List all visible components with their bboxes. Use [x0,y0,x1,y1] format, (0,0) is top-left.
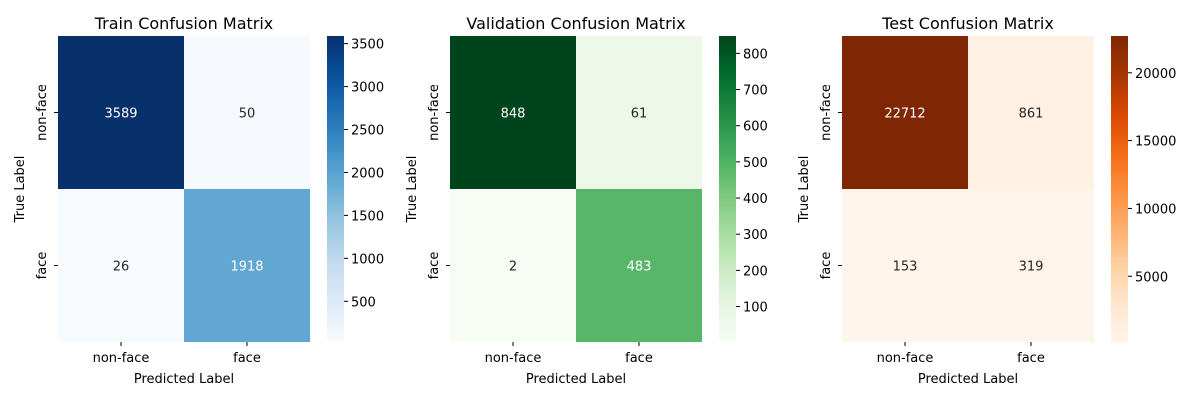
train-colorbar-tick-label: 3000 [351,81,384,96]
train-x-axis-label: Predicted Label [134,372,234,387]
validation-x-tick-label: non-face [485,351,542,366]
train-x-tick-label: non-face [93,351,150,366]
test-colorbar-tick-label: 5000 [1135,270,1168,285]
test-cell-r1-c0 [842,189,968,342]
train-y-tick-label: face [35,252,50,280]
train-colorbar-tick-label: 1000 [351,252,384,267]
validation-cell-r0-c1 [576,36,702,189]
validation-cell-r1-c1 [576,189,702,342]
train-colorbar-tick-label: 1500 [351,209,384,224]
test-y-tick-label: face [819,252,834,280]
validation-cell-label-r1-c0: 2 [509,260,517,275]
validation-chart-title: Validation Confusion Matrix [466,14,685,33]
train-colorbar-tick-label: 2500 [351,124,384,139]
validation-cell-label-r0-c0: 848 [501,107,526,122]
validation-y-tick-label: non-face [427,84,442,141]
train-cell-r1-c1 [184,189,310,342]
train-heatmap-panel: Train Confusion Matrix 3589 50 26 1918 non-fa… [13,14,384,387]
test-cell-r0-c0 [842,36,968,189]
validation-cell-label-r1-c1: 483 [627,260,652,275]
train-x-tick-label: face [233,351,261,366]
train-cell-label-r0-c1: 50 [239,107,256,122]
validation-colorbar-tick-label: 800 [743,47,768,62]
train-colorbar-tick-label: 3500 [351,38,384,53]
train-cell-r0-c1 [184,36,310,189]
validation-colorbar-tick-label: 100 [743,301,768,316]
validation-x-tick-label: face [625,351,653,366]
train-cell-r0-c0 [58,36,184,189]
train-colorbar-tick-label: 2000 [351,166,384,181]
train-cell-r1-c0 [58,189,184,342]
validation-cell-r1-c0 [450,189,576,342]
test-cell-r0-c1 [968,36,1094,189]
test-colorbar-tick-label: 20000 [1135,67,1176,82]
validation-colorbar-tick-label: 400 [743,192,768,207]
validation-cell-label-r0-c1: 61 [631,107,648,122]
train-cell-label-r1-c0: 26 [113,260,130,275]
test-y-tick-label: non-face [819,84,834,141]
train-y-tick-label: non-face [35,84,50,141]
train-colorbar-tick-label: 500 [351,295,376,310]
train-cell-label-r0-c0: 3589 [104,107,137,122]
train-cell-label-r1-c1: 1918 [230,260,263,275]
validation-colorbar-tick-label: 200 [743,264,768,279]
train-y-axis-label: True Label [13,156,28,224]
validation-y-tick-label: face [427,252,442,280]
test-cell-label-r1-c0: 153 [893,260,918,275]
test-x-tick-label: non-face [877,351,934,366]
validation-colorbar [719,36,736,342]
train-colorbar [327,36,344,342]
test-x-tick-label: face [1017,351,1045,366]
test-colorbar-tick-label: 15000 [1135,135,1176,150]
validation-colorbar-tick-label: 600 [743,120,768,135]
train-chart-title: Train Confusion Matrix [94,14,274,33]
validation-x-axis-label: Predicted Label [526,372,626,387]
validation-y-axis-label: True Label [405,156,420,224]
validation-colorbar-tick-label: 700 [743,84,768,99]
test-cell-r1-c1 [968,189,1094,342]
test-colorbar-tick-label: 10000 [1135,202,1176,217]
test-cell-label-r0-c0: 22712 [884,107,925,122]
validation-colorbar-tick-label: 300 [743,228,768,243]
validation-colorbar-tick-label: 500 [743,156,768,171]
test-chart-title: Test Confusion Matrix [881,14,1054,33]
test-x-axis-label: Predicted Label [918,372,1018,387]
validation-heatmap-panel: Validation Confusion Matrix 848 61 2 483 non-… [405,14,768,387]
test-colorbar [1111,36,1128,342]
test-heatmap-panel: Test Confusion Matrix 22712 861 153 319 non-f… [797,14,1176,387]
validation-cell-r0-c0 [450,36,576,189]
test-cell-label-r0-c1: 861 [1019,107,1044,122]
test-cell-label-r1-c1: 319 [1019,260,1044,275]
test-y-axis-label: True Label [797,156,812,224]
